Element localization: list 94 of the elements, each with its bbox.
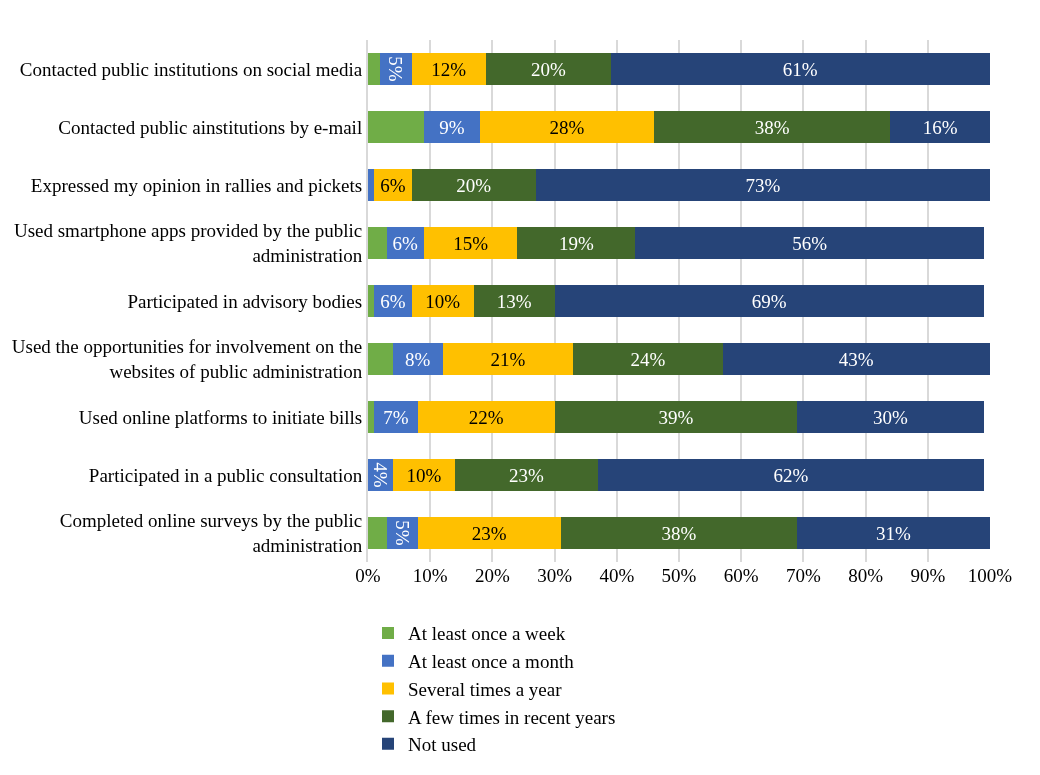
x-tick-label: 20% xyxy=(474,565,510,586)
data-label: 6% xyxy=(380,290,406,312)
x-tick-label: 100% xyxy=(967,565,1013,586)
bar xyxy=(442,343,574,375)
data-label: 23% xyxy=(471,522,507,544)
bar xyxy=(635,227,984,259)
data-label: 24% xyxy=(630,348,666,370)
data-label: 10% xyxy=(406,464,442,486)
data-label: 16% xyxy=(922,116,958,138)
legend-label: A few times in recent years xyxy=(408,706,616,728)
data-label: 20% xyxy=(456,174,492,196)
bar xyxy=(486,53,611,85)
bar xyxy=(368,169,375,201)
legend-label: At least once a month xyxy=(408,651,575,673)
x-tick-label: 50% xyxy=(661,565,697,586)
data-label: 5% xyxy=(391,520,413,546)
bar xyxy=(560,517,798,549)
data-label: 73% xyxy=(745,174,781,196)
data-label: 69% xyxy=(751,290,787,312)
x-tick-label: 40% xyxy=(599,565,635,586)
x-tick-label: 80% xyxy=(848,565,884,586)
bar xyxy=(535,169,990,201)
data-label: 4% xyxy=(369,462,391,488)
bar xyxy=(411,169,536,201)
y-tick-label: Used smartphone apps provided by the public administration xyxy=(13,220,363,266)
bar xyxy=(797,517,990,549)
bar xyxy=(654,111,891,143)
bar xyxy=(722,343,990,375)
data-label: 6% xyxy=(392,232,419,254)
x-tick-label: 70% xyxy=(785,565,821,586)
bar xyxy=(423,227,518,259)
bar xyxy=(374,401,418,433)
legend-label: Several times a year xyxy=(408,678,563,700)
y-tick-label: Completed online surveys by the public administration xyxy=(59,510,363,556)
data-label: 20% xyxy=(530,58,566,80)
data-label: 13% xyxy=(496,290,532,312)
data-label: 12% xyxy=(431,58,467,80)
y-tick-label: Participated in a public consultation xyxy=(88,464,363,486)
bar xyxy=(368,285,375,317)
bar xyxy=(411,53,487,85)
bar xyxy=(797,401,984,433)
bar xyxy=(554,401,798,433)
data-label: 8% xyxy=(405,348,431,370)
x-tick-label: 0% xyxy=(355,565,381,586)
data-label: 19% xyxy=(558,232,594,254)
bar xyxy=(479,111,655,143)
data-label: 38% xyxy=(661,522,697,544)
y-tick-label: Contacted public institutions on social media xyxy=(19,58,363,80)
bar xyxy=(368,227,387,259)
legend-label: Not used xyxy=(408,734,477,756)
data-label: 61% xyxy=(782,58,818,80)
data-label: 38% xyxy=(754,116,790,138)
y-tick-label: Used the opportunities for involvement on the websites of public administration xyxy=(11,336,363,382)
bar xyxy=(368,343,393,375)
bar xyxy=(417,401,555,433)
bar xyxy=(423,111,480,143)
bar xyxy=(368,111,424,143)
x-tick-label: 90% xyxy=(910,565,946,586)
data-label: 30% xyxy=(872,406,908,428)
bar xyxy=(455,459,599,491)
bar xyxy=(368,401,375,433)
bar xyxy=(368,53,381,85)
data-label: 56% xyxy=(792,232,828,254)
data-label: 9% xyxy=(439,116,465,138)
data-label: 6% xyxy=(380,174,406,196)
bar xyxy=(890,111,990,143)
y-tick-label: Contacted public ainstitutions by e-mail xyxy=(58,116,363,138)
data-label: 23% xyxy=(509,464,545,486)
data-label: 5% xyxy=(385,56,407,82)
bar xyxy=(598,459,984,491)
bar xyxy=(368,517,387,549)
y-tick-label: Used online platforms to initiate bills xyxy=(78,406,363,428)
data-label: 39% xyxy=(658,406,694,428)
data-label: 22% xyxy=(468,406,504,428)
y-tick-label: Participated in advisory bodies xyxy=(127,290,363,312)
data-label: 31% xyxy=(876,522,912,544)
data-label: 15% xyxy=(453,232,489,254)
bar xyxy=(473,285,555,317)
bar xyxy=(517,227,636,259)
x-tick-label: 30% xyxy=(537,565,573,586)
data-label: 21% xyxy=(490,348,526,370)
x-tick-label: 60% xyxy=(723,565,759,586)
data-label: 43% xyxy=(838,348,874,370)
legend-label: At least once a week xyxy=(408,623,566,645)
x-tick-label: 10% xyxy=(412,565,448,586)
data-label: 28% xyxy=(549,116,585,138)
y-tick-label: Expressed my opinion in rallies and pickets xyxy=(30,174,363,196)
bar xyxy=(554,285,984,317)
data-label: 7% xyxy=(383,406,409,428)
data-label: 62% xyxy=(773,464,809,486)
bar xyxy=(573,343,723,375)
data-label: 10% xyxy=(425,290,461,312)
bar xyxy=(417,517,561,549)
bar xyxy=(610,53,990,85)
